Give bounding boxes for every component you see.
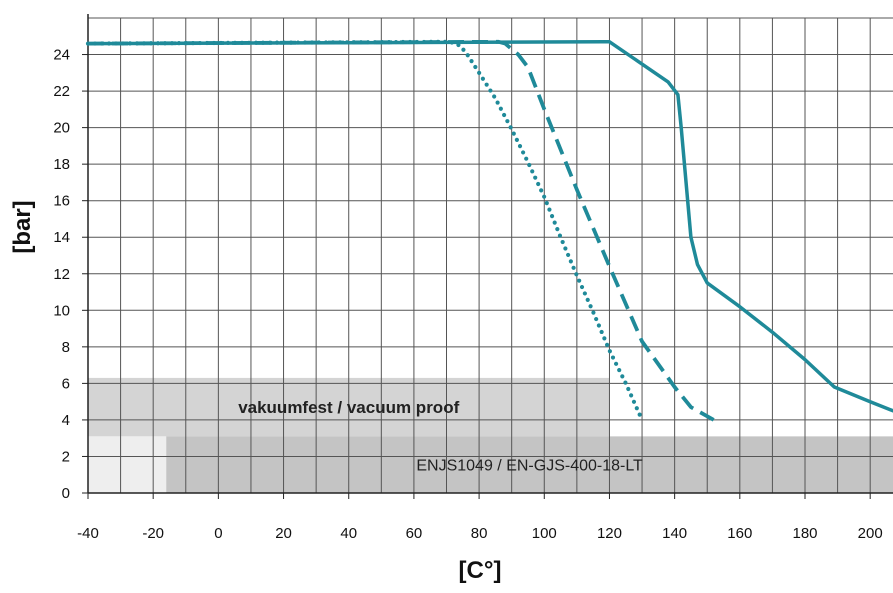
x-tick-label: 180 — [792, 525, 817, 542]
y-tick-label: 14 — [53, 229, 70, 246]
band-label-2: ENJS1049 / EN-GJS-400-18-LT — [416, 458, 643, 475]
x-tick-label: 20 — [275, 525, 292, 542]
x-tick-label: 140 — [662, 525, 687, 542]
x-tick-label: -20 — [142, 525, 164, 542]
y-tick-label: 24 — [53, 47, 70, 64]
series-dashed-line — [87, 39, 715, 422]
y-tick-label: 2 — [62, 448, 70, 465]
y-tick-label: 20 — [53, 120, 70, 137]
x-tick-label: 160 — [727, 525, 752, 542]
y-tick-label: 12 — [53, 266, 70, 283]
x-tick-label: 200 — [858, 525, 883, 542]
x-tick-label: 120 — [597, 525, 622, 542]
y-tick-label: 4 — [62, 412, 70, 429]
x-tick-label: 60 — [406, 525, 423, 542]
band-1 — [88, 436, 167, 493]
series-solid-line — [86, 40, 893, 413]
x-tick-label: 0 — [214, 525, 222, 542]
y-tick-label: 18 — [53, 156, 70, 173]
band-2 — [166, 436, 893, 493]
x-tick-label: 100 — [532, 525, 557, 542]
band-label-0: vakuumfest / vacuum proof — [238, 398, 459, 417]
x-tick-label: 80 — [471, 525, 488, 542]
series-dotted-line — [85, 39, 645, 422]
x-axis-label: [C°] — [459, 557, 502, 584]
y-tick-label: 10 — [53, 302, 70, 319]
y-tick-label: 22 — [53, 83, 70, 100]
y-axis-label: [bar] — [9, 200, 36, 253]
y-tick-label: 6 — [62, 375, 70, 392]
y-tick-label: 16 — [53, 193, 70, 210]
y-tick-label: 0 — [62, 485, 70, 502]
x-tick-label: -40 — [77, 525, 99, 542]
x-tick-label: 40 — [340, 525, 357, 542]
y-tick-label: 8 — [62, 339, 70, 356]
